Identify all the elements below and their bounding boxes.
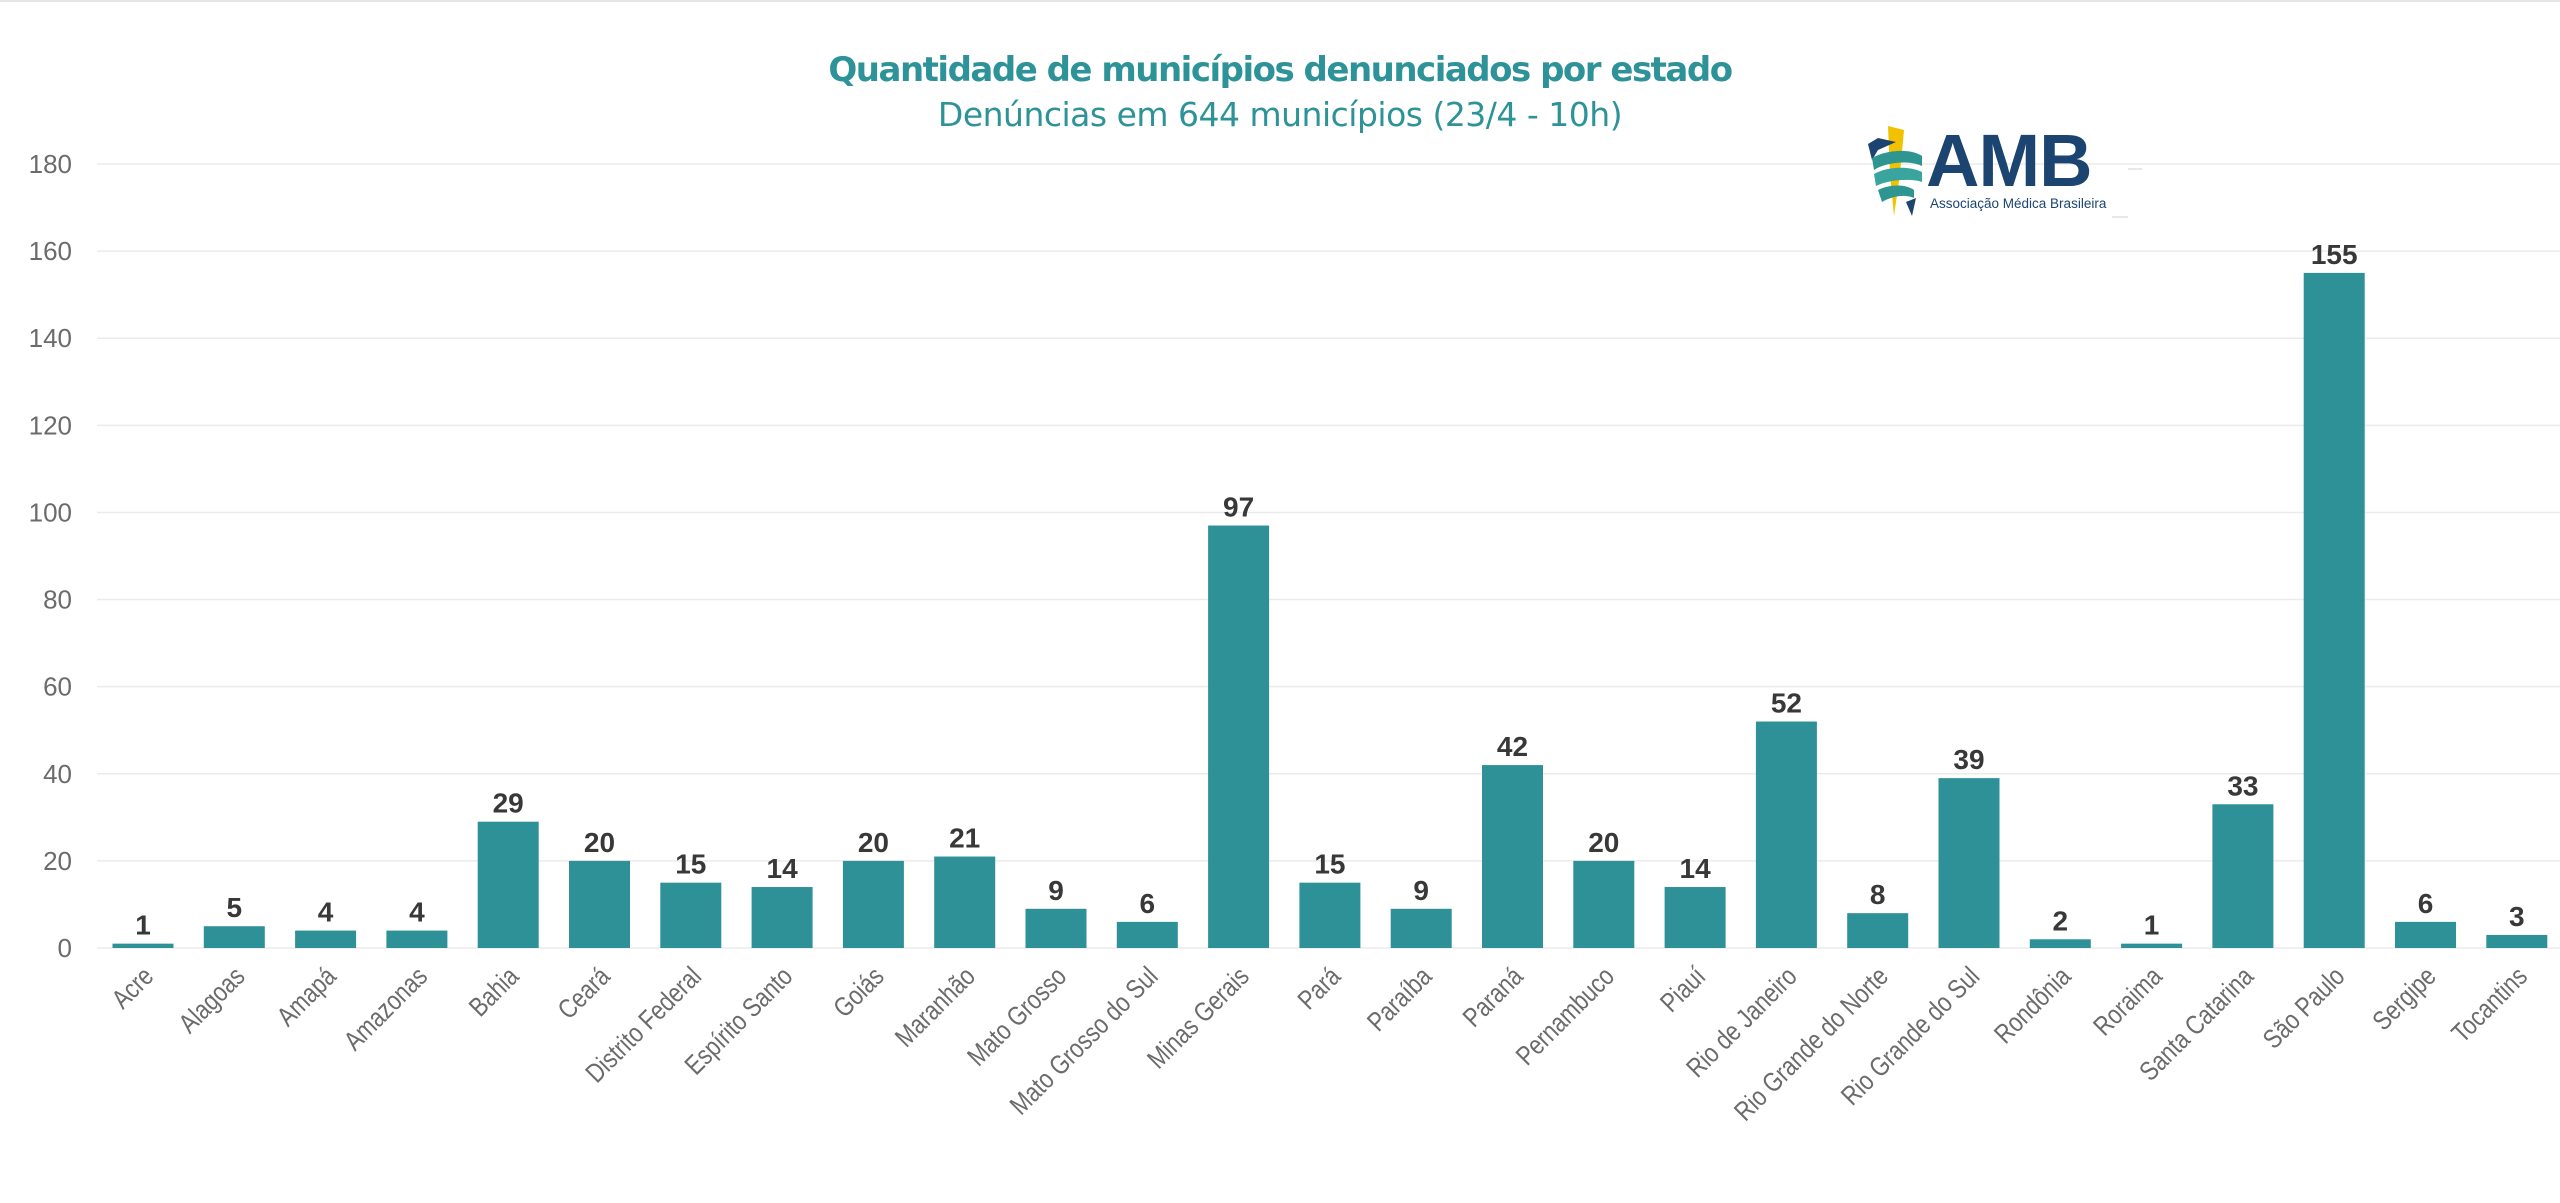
bar <box>203 926 265 948</box>
x-tick-label: Pernambuco <box>1511 962 1621 1072</box>
bar <box>660 882 722 948</box>
value-label: 6 <box>2418 888 2434 919</box>
value-label: 21 <box>949 823 980 854</box>
value-label: 1 <box>135 910 151 941</box>
value-label: 20 <box>584 827 615 858</box>
x-tick-label: Paraná <box>1458 962 1530 1034</box>
value-label: 14 <box>1680 853 1712 884</box>
bar <box>2212 804 2274 948</box>
x-tick-label: Amazonas <box>339 962 434 1057</box>
x-tick-label: Tocantins <box>2446 962 2533 1049</box>
x-tick-label: São Paulo <box>2258 962 2351 1055</box>
value-label: 155 <box>2311 239 2358 270</box>
bar <box>2395 921 2456 948</box>
y-tick-label: 60 <box>43 672 72 702</box>
bar <box>112 943 174 948</box>
bar <box>934 856 996 948</box>
value-label: 97 <box>1223 492 1254 523</box>
caduceus-icon <box>1868 126 1922 216</box>
bar <box>2486 934 2548 948</box>
x-tick-label: Bahia <box>464 962 525 1023</box>
y-tick-label: 80 <box>43 585 72 615</box>
x-tick-label: Rio Grande do Norte <box>1729 962 1894 1127</box>
logo-wordmark: AMB <box>1926 119 2093 202</box>
bar <box>2303 272 2365 948</box>
chart-title: Quantidade de municípios denunciados por… <box>828 50 1733 90</box>
value-label: 4 <box>318 897 334 928</box>
bar <box>1755 721 1817 948</box>
x-tick-label: Amapá <box>272 962 343 1033</box>
value-label: 9 <box>1413 875 1429 906</box>
value-label: 1 <box>2144 910 2160 941</box>
bar <box>1847 913 1909 948</box>
value-label: 4 <box>409 897 425 928</box>
y-tick-label: 100 <box>29 497 72 527</box>
value-label: 39 <box>1953 744 1984 775</box>
bar <box>1116 921 1178 948</box>
value-label: 14 <box>767 853 799 884</box>
logo-divider <box>2128 168 2142 170</box>
bar <box>295 930 357 948</box>
bar <box>2029 939 2091 948</box>
x-tick-label: Maranhão <box>890 962 981 1053</box>
x-tick-label: Piauí <box>1655 962 1712 1019</box>
value-label: 5 <box>227 892 243 923</box>
value-label: 20 <box>1588 827 1619 858</box>
value-label: 8 <box>1870 879 1886 910</box>
value-label: 52 <box>1771 688 1802 719</box>
value-label: 42 <box>1497 731 1528 762</box>
chart-subtitle: Denúncias em 644 municípios (23/4 - 10h) <box>937 95 1623 134</box>
value-label: 15 <box>675 849 706 880</box>
y-tick-label: 40 <box>43 759 72 789</box>
value-label: 2 <box>2053 905 2069 936</box>
bar <box>1025 908 1087 948</box>
logo-subtitle: Associação Médica Brasileira <box>1930 196 2107 211</box>
y-tick-label: 180 <box>29 149 72 179</box>
bar <box>2121 943 2183 948</box>
bar <box>751 887 813 948</box>
value-label: 20 <box>858 827 889 858</box>
y-tick-label: 0 <box>58 933 72 963</box>
x-tick-label: Acre <box>107 962 160 1015</box>
x-tick-label: Ceará <box>553 962 617 1026</box>
x-tick-label: Paraíba <box>1362 962 1438 1038</box>
x-tick-label: Pará <box>1293 962 1347 1016</box>
bar <box>1573 860 1635 948</box>
value-label: 29 <box>493 788 524 819</box>
top-border <box>0 0 2560 2</box>
x-tick-label: Alagoas <box>174 962 251 1039</box>
y-tick-label: 140 <box>29 323 72 353</box>
value-label: 9 <box>1048 875 1064 906</box>
bar <box>1390 908 1452 948</box>
logo-divider <box>2112 216 2128 218</box>
bar <box>1208 525 1270 948</box>
y-tick-label: 160 <box>29 236 72 266</box>
bar <box>569 860 630 948</box>
bar <box>1664 887 1726 948</box>
amb-logo: AMB Associação Médica Brasileira <box>1866 119 2116 220</box>
bar <box>842 860 904 948</box>
y-tick-label: 20 <box>43 846 72 876</box>
gridlines <box>97 163 2560 949</box>
y-tick-label: 120 <box>29 410 72 440</box>
bar <box>477 821 539 948</box>
bar <box>1938 778 2000 948</box>
bars <box>112 272 2548 948</box>
value-label: 3 <box>2509 901 2525 932</box>
value-label: 15 <box>1314 849 1345 880</box>
x-tick-label: Goiás <box>828 962 890 1024</box>
x-tick-label: Rondônia <box>1989 962 2077 1050</box>
value-label: 33 <box>2227 770 2258 801</box>
bar <box>386 930 448 948</box>
y-axis-ticks: 0 20 40 60 80 100 120 140 160 180 <box>29 149 72 963</box>
bar <box>1299 882 1361 948</box>
value-label: 6 <box>1140 888 1156 919</box>
x-tick-label: Sergipe <box>2367 962 2442 1037</box>
x-tick-label: Roraima <box>2088 962 2168 1042</box>
bar <box>1482 765 1543 948</box>
